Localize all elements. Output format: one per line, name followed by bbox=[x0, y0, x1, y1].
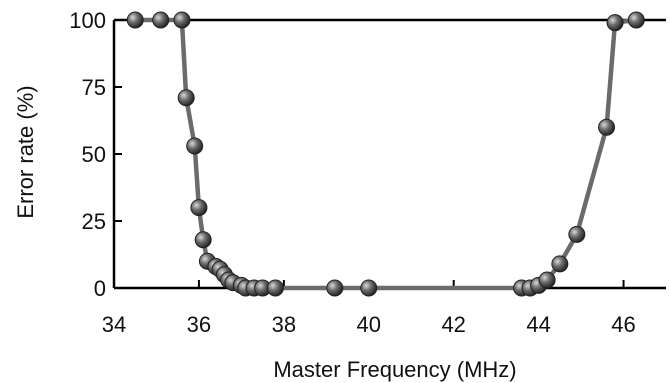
data-point bbox=[186, 137, 204, 155]
data-point bbox=[568, 225, 586, 243]
data-point bbox=[126, 11, 144, 29]
data-point bbox=[266, 279, 284, 297]
data-point bbox=[173, 11, 191, 29]
data-point bbox=[326, 279, 344, 297]
y-tick-label: 0 bbox=[94, 276, 106, 301]
y-tick-label: 100 bbox=[69, 8, 106, 33]
x-tick-label: 40 bbox=[357, 312, 381, 337]
data-point bbox=[194, 231, 212, 249]
data-point bbox=[360, 279, 378, 297]
x-tick-label: 34 bbox=[102, 312, 126, 337]
y-tick-label: 50 bbox=[82, 142, 106, 167]
x-tick-label: 36 bbox=[187, 312, 211, 337]
data-point bbox=[177, 89, 195, 107]
y-tick-label: 25 bbox=[82, 209, 106, 234]
y-tick-label: 75 bbox=[82, 75, 106, 100]
series-layer bbox=[126, 11, 645, 297]
axes: 0 25 50 75 100 34 36 38 40 42 44 46 bbox=[69, 8, 666, 337]
data-point bbox=[598, 118, 616, 136]
series-line bbox=[132, 17, 639, 291]
data-point bbox=[190, 199, 208, 217]
x-tick-label: 42 bbox=[441, 312, 465, 337]
data-point bbox=[551, 255, 569, 273]
x-axis-title: Master Frequency (MHz) bbox=[273, 357, 516, 382]
x-tick-label: 44 bbox=[526, 312, 550, 337]
x-tick-label: 46 bbox=[611, 312, 635, 337]
data-point bbox=[627, 11, 645, 29]
data-point bbox=[152, 11, 170, 29]
y-axis-title: Error rate (%) bbox=[13, 85, 38, 218]
x-tick-label: 38 bbox=[272, 312, 296, 337]
data-point bbox=[606, 14, 624, 32]
data-point bbox=[538, 271, 556, 289]
